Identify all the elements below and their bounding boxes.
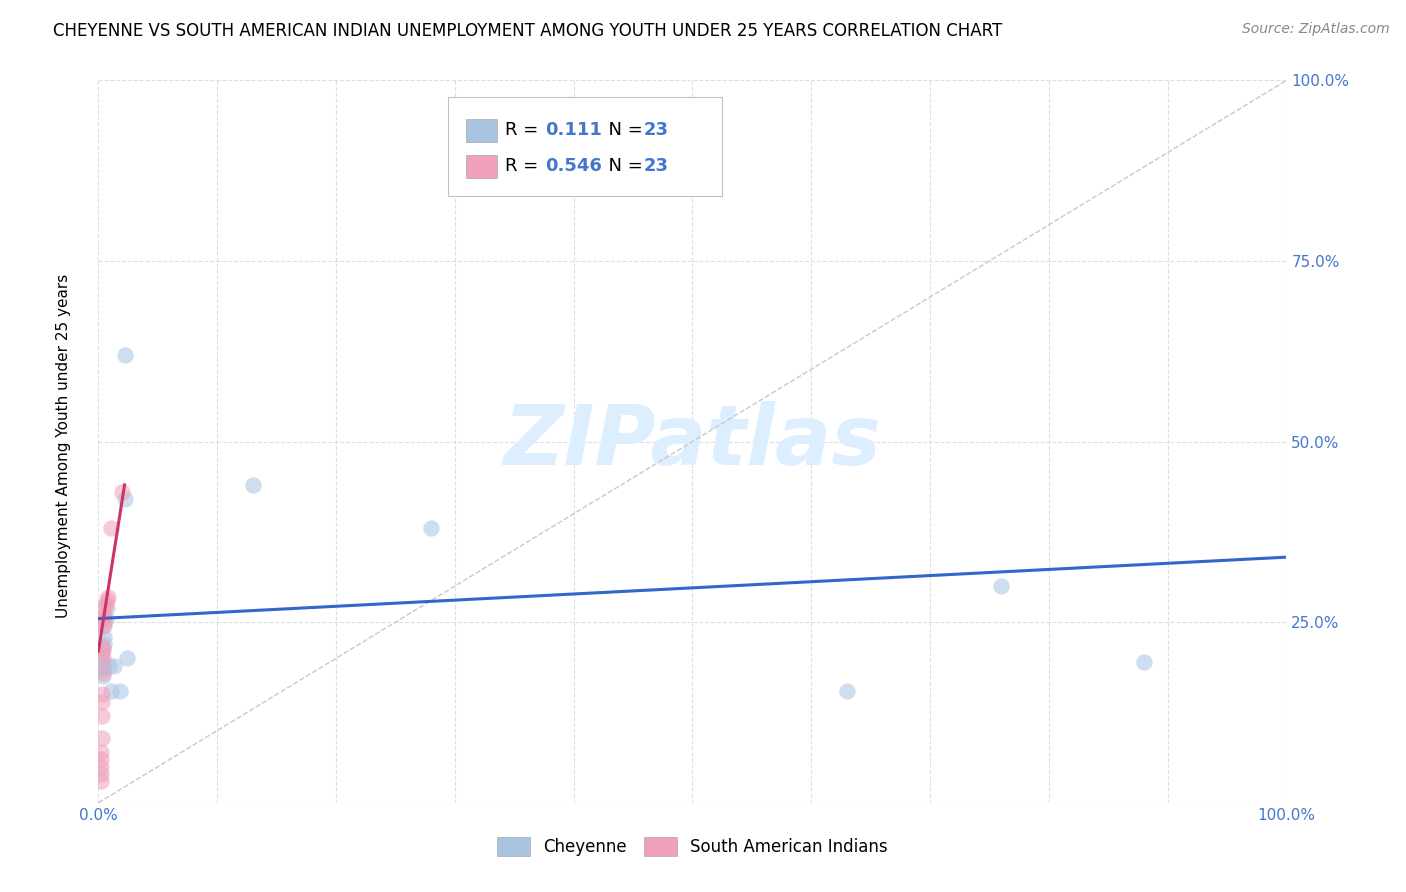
Point [91,651,114,665]
Point [93,619,115,633]
Point [91,662,114,676]
Point [91,709,114,723]
Point [91,644,114,658]
Text: 0.546: 0.546 [546,157,602,175]
Text: R =: R = [506,157,544,175]
Point [93,607,115,622]
Point [91,651,114,665]
Point [91,731,114,745]
Point [108,683,131,698]
Point [100,521,122,535]
Point [91,640,114,655]
Point [100,683,122,698]
Point [91,644,114,658]
Point [91,687,114,701]
Text: CHEYENNE VS SOUTH AMERICAN INDIAN UNEMPLOYMENT AMONG YOUTH UNDER 25 YEARS CORREL: CHEYENNE VS SOUTH AMERICAN INDIAN UNEMPL… [53,22,1002,40]
Point [90,745,112,759]
Point [242,478,264,492]
Text: 23: 23 [644,157,668,175]
Point [91,669,114,683]
Point [1133,655,1156,669]
Point [93,611,115,625]
Legend: Cheyenne, South American Indians: Cheyenne, South American Indians [491,830,894,863]
Point [91,640,114,655]
Text: Source: ZipAtlas.com: Source: ZipAtlas.com [1241,22,1389,37]
Point [91,665,114,680]
Point [90,774,112,789]
Point [115,651,138,665]
Point [114,348,136,362]
Point [94,597,117,611]
Point [90,767,112,781]
Point [98,658,121,673]
Point [91,658,114,673]
Point [96,593,118,607]
Text: 23: 23 [644,121,668,139]
Point [93,637,115,651]
Point [835,683,858,698]
Text: R =: R = [506,121,544,139]
Point [114,492,136,507]
Point [93,615,115,630]
Point [103,658,125,673]
Point [91,695,114,709]
Point [94,611,117,625]
Point [93,630,115,644]
Point [97,590,120,604]
Point [93,600,115,615]
Text: N =: N = [598,121,648,139]
Point [990,579,1012,593]
Text: 0.111: 0.111 [546,121,602,139]
Text: Unemployment Among Youth under 25 years: Unemployment Among Youth under 25 years [56,274,70,618]
Point [111,485,134,500]
Text: N =: N = [598,157,648,175]
Point [90,752,112,766]
Point [90,760,112,774]
Point [91,619,114,633]
Text: ZIPatlas: ZIPatlas [503,401,882,482]
Point [420,521,443,535]
Point [96,600,118,615]
